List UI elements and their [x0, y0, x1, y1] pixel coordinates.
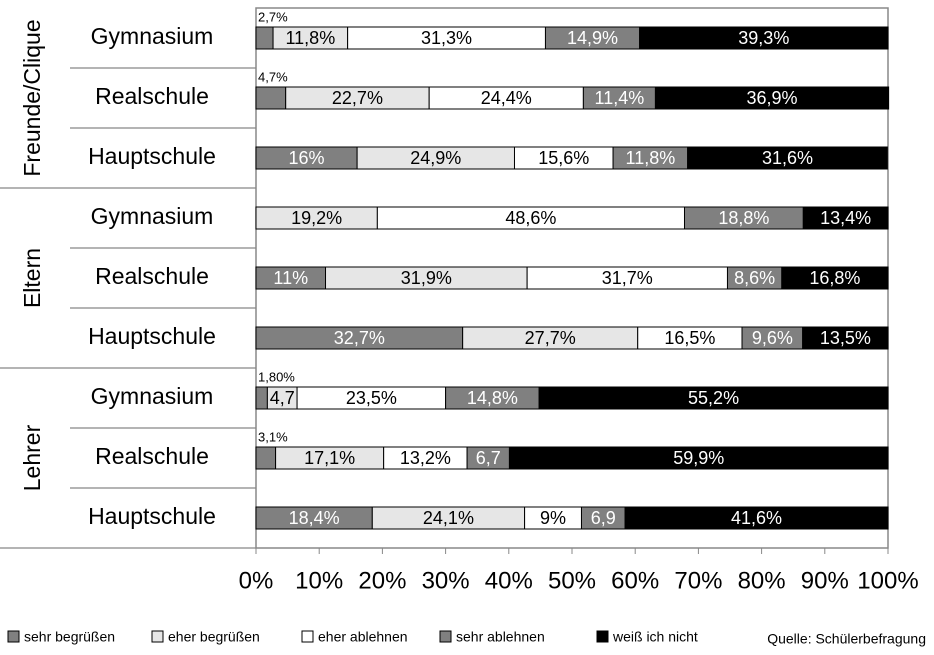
value-label: 6,7 — [476, 448, 501, 468]
legend-label: eher ablehnen — [318, 629, 408, 645]
row-label: Realschule — [95, 83, 209, 109]
value-label: 22,7% — [332, 88, 383, 108]
value-label: 11,8% — [626, 148, 676, 168]
value-label: 59,9% — [673, 448, 724, 468]
legend-swatch — [151, 630, 164, 643]
group-label: Lehrer — [19, 424, 45, 491]
bar-segment — [654, 86, 890, 110]
x-tick-label: 80% — [738, 567, 786, 594]
value-label: 18,8% — [718, 208, 769, 228]
value-label: 31,9% — [401, 268, 452, 288]
bar-segment — [255, 386, 268, 410]
row-label: Gymnasium — [91, 203, 214, 229]
value-label: 24,1% — [423, 508, 474, 528]
row-label: Realschule — [95, 263, 209, 289]
value-label: 24,9% — [410, 148, 461, 168]
legend-label: weiß ich nicht — [612, 629, 698, 645]
value-label: 31,6% — [762, 148, 813, 168]
value-label: 9% — [540, 508, 566, 528]
value-label: 15,6% — [538, 148, 589, 168]
value-label: 4,7% — [258, 69, 288, 84]
value-label: 3,1% — [258, 429, 288, 444]
bar-segment — [538, 386, 889, 410]
x-tick-label: 0% — [239, 567, 274, 594]
x-tick-label: 100% — [857, 567, 918, 594]
bar-segment — [624, 506, 889, 530]
value-label: 4,7 — [270, 388, 295, 408]
value-label: 14,8% — [467, 388, 518, 408]
value-label: 41,6% — [731, 508, 782, 528]
value-label: 9,6% — [752, 328, 793, 348]
value-label: 1,80% — [258, 369, 295, 384]
row-label: Realschule — [95, 443, 209, 469]
bar-segment — [802, 206, 889, 230]
value-label: 17,1% — [304, 448, 355, 468]
value-label: 13,2% — [400, 448, 451, 468]
bar-segment — [255, 446, 277, 470]
row-label: Hauptschule — [88, 503, 216, 529]
legend-swatch — [7, 630, 20, 643]
row-label: Hauptschule — [88, 143, 216, 169]
legend-label: sehr begrüßen — [24, 629, 115, 645]
value-label: 24,4% — [481, 88, 532, 108]
value-label: 55,2% — [688, 388, 739, 408]
value-label: 16% — [289, 148, 325, 168]
value-label: 11,8% — [286, 28, 336, 48]
value-label: 16,5% — [664, 328, 715, 348]
value-label: 32,7% — [334, 328, 385, 348]
value-label: 2,7% — [258, 9, 288, 24]
value-label: 6,9 — [591, 508, 616, 528]
x-tick-label: 10% — [295, 567, 343, 594]
value-label: 11% — [273, 268, 308, 288]
value-label: 27,7% — [525, 328, 576, 348]
x-tick-label: 50% — [548, 567, 596, 594]
group-label: Freunde/Clique — [19, 19, 45, 176]
legend-label: sehr ablehnen — [456, 629, 545, 645]
group-label: Eltern — [19, 248, 45, 308]
row-label: Gymnasium — [91, 383, 214, 409]
value-label: 39,3% — [738, 28, 789, 48]
row-label: Hauptschule — [88, 323, 216, 349]
x-tick-label: 70% — [674, 567, 722, 594]
value-label: 48,6% — [505, 208, 556, 228]
x-tick-label: 40% — [485, 567, 533, 594]
bar-segment — [687, 146, 888, 170]
value-label: 13,4% — [820, 208, 871, 228]
legend-swatch — [596, 630, 609, 643]
row-label: Gymnasium — [91, 23, 214, 49]
value-label: 19,2% — [291, 208, 342, 228]
bar-segment — [508, 446, 889, 470]
legend-swatch — [439, 630, 452, 643]
bar-segment — [802, 326, 889, 350]
source: Quelle: Schülerbefragung — [767, 631, 926, 647]
value-label: 16,8% — [809, 268, 860, 288]
value-label: 31,7% — [602, 268, 653, 288]
x-tick-label: 30% — [422, 567, 470, 594]
bar-segment — [255, 26, 274, 50]
bar-segment — [781, 266, 889, 290]
x-tick-label: 90% — [801, 567, 849, 594]
value-label: 14,9% — [567, 28, 618, 48]
bar-segment — [639, 26, 889, 50]
value-label: 23,5% — [346, 388, 397, 408]
value-label: 11,4% — [595, 88, 645, 108]
bar-segment — [255, 86, 287, 110]
value-label: 13,5% — [820, 328, 871, 348]
value-label: 31,3% — [421, 28, 472, 48]
legend-swatch — [301, 630, 314, 643]
x-tick-label: 60% — [611, 567, 659, 594]
x-tick-label: 20% — [358, 567, 406, 594]
value-label: 36,9% — [747, 88, 798, 108]
value-label: 18,4% — [289, 508, 340, 528]
legend-label: eher begrüßen — [168, 629, 260, 645]
value-label: 8,6% — [734, 268, 775, 288]
